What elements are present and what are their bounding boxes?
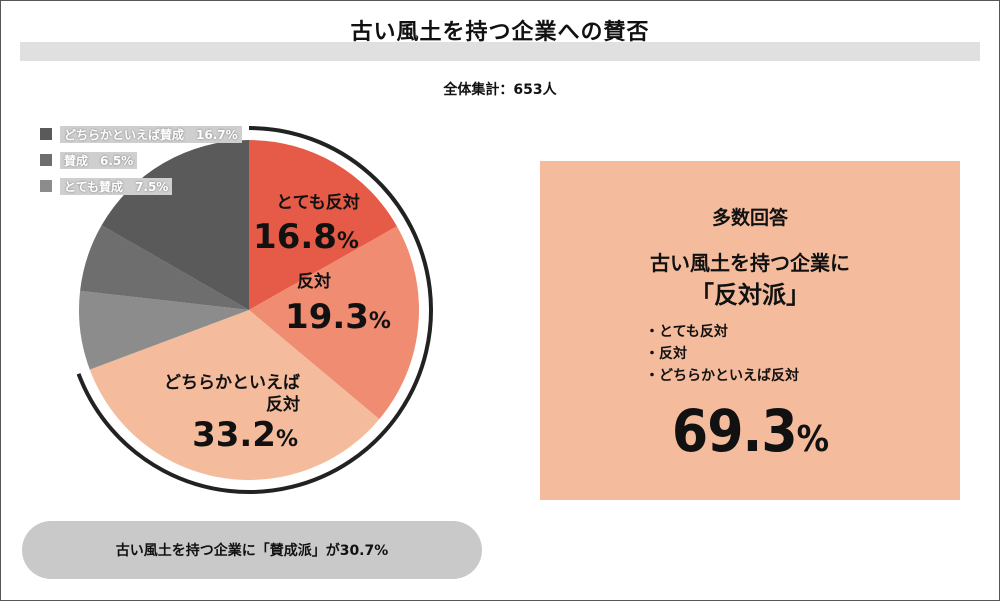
- majority-answer-box: 多数回答 古い風土を持つ企業に 「反対派」 とても反対 反対 どちらかといえば反…: [540, 161, 960, 500]
- chart-legend: どちらかといえば賛成 16.7% 賛成 6.5% とても賛成 7.5%: [40, 121, 242, 199]
- legend-label: とても賛成 7.5%: [60, 177, 173, 195]
- chart-subtitle: 全体集計：653人: [443, 82, 557, 98]
- majority-item: どちらかといえば反対: [645, 365, 799, 387]
- pie-slice: [249, 226, 420, 420]
- legend-swatch: [40, 128, 52, 140]
- majority-line1: 古い風土を持つ企業に: [650, 251, 850, 275]
- legend-swatch: [40, 154, 52, 166]
- majority-total-unit: %: [796, 419, 829, 460]
- pie-slice: [89, 310, 380, 480]
- pie-slices: [79, 140, 420, 480]
- majority-total-value: 69.3: [671, 397, 798, 465]
- chart-title: 古い風土を持つ企業への賛否: [350, 20, 650, 45]
- legend-item: とても賛成 7.5%: [40, 173, 242, 199]
- pie-slice: [249, 140, 397, 310]
- pie-arc-outline: [76, 126, 433, 494]
- slice-category-label: どちらかといえば: [164, 373, 300, 393]
- legend-item: どちらかといえば賛成 16.7%: [40, 121, 242, 147]
- title-underline-bar: [20, 42, 980, 61]
- slice-category-label: とても反対: [276, 192, 360, 213]
- slice-category-label: 反対: [266, 394, 300, 415]
- pie-slice: [80, 225, 249, 310]
- legend-label: どちらかといえば賛成 16.7%: [60, 125, 242, 143]
- majority-heading: 多数回答: [711, 207, 788, 229]
- majority-items: とても反対 反対 どちらかといえば反対: [645, 321, 799, 387]
- majority-total: 69.3%: [540, 397, 960, 465]
- slice-value-label: 19.3%: [285, 297, 391, 337]
- pie-slice: [79, 290, 250, 370]
- slice-value-label: 16.8%: [253, 217, 359, 257]
- legend-item: 賛成 6.5%: [40, 147, 242, 173]
- majority-item: 反対: [645, 343, 799, 365]
- legend-label: 賛成 6.5%: [60, 151, 138, 169]
- legend-swatch: [40, 180, 52, 192]
- majority-line2: 「反対派」: [690, 281, 810, 309]
- slice-category-label: 反対: [297, 271, 331, 292]
- slice-value-label: 33.2%: [192, 415, 298, 455]
- majority-item: とても反対: [645, 321, 799, 343]
- support-summary-pill: 古い風土を持つ企業に「賛成派」が30.7%: [22, 521, 482, 579]
